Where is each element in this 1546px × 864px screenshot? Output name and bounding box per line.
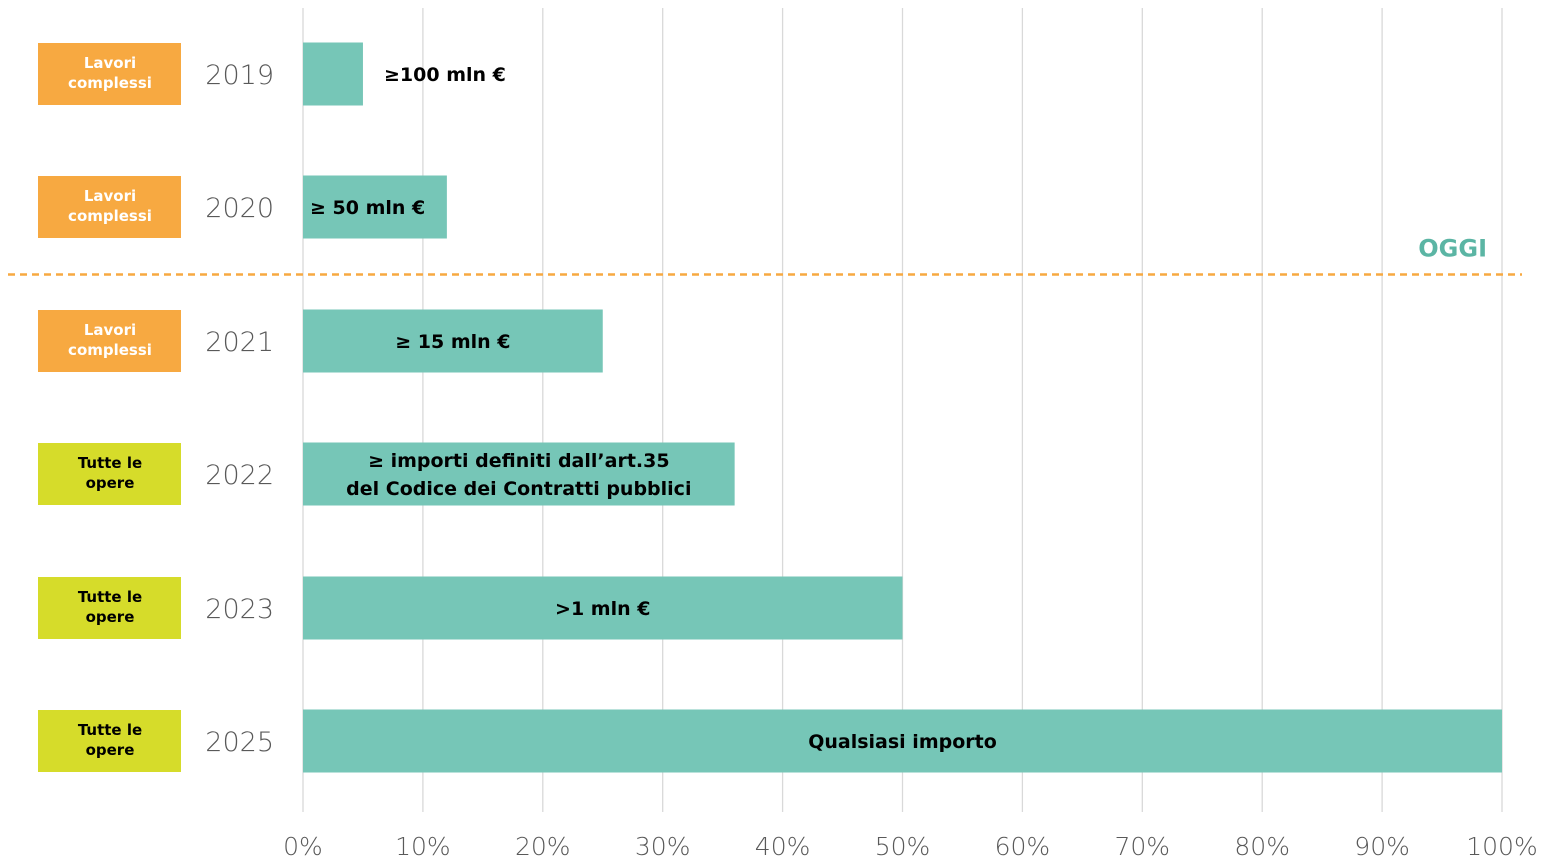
x-tick-label: 20% [515, 832, 571, 861]
category-badge [38, 310, 181, 372]
badge-text: opere [86, 608, 135, 626]
x-tick-label: 90% [1354, 832, 1410, 861]
x-tick-label: 0% [283, 832, 323, 861]
bar-value-label: Qualsiasi importo [808, 731, 997, 753]
badge-text: complessi [68, 74, 152, 92]
badge-text: Lavori [84, 321, 136, 339]
badge-text: complessi [68, 207, 152, 225]
x-tick-label: 40% [755, 832, 811, 861]
bar-value-label: ≥ importi definiti dall’art.35 [368, 450, 670, 472]
badge-text: Lavori [84, 187, 136, 205]
bar-value-label: del Codice dei Contratti pubblici [346, 478, 691, 500]
bar-value-label: ≥100 mln € [384, 64, 506, 86]
x-tick-label: 50% [875, 832, 931, 861]
bar-value-label: ≥ 15 mln € [395, 331, 510, 353]
category-badge [38, 577, 181, 639]
bar [303, 42, 363, 106]
category-label: 2025 [205, 727, 274, 758]
category-label: 2020 [205, 193, 274, 224]
category-badge [38, 443, 181, 505]
category-badge [38, 43, 181, 105]
badge-text: Tutte le [78, 588, 142, 606]
badge-text: opere [86, 741, 135, 759]
bar [303, 442, 735, 506]
category-badge [38, 710, 181, 772]
badge-text: Tutte le [78, 721, 142, 739]
category-badge [38, 176, 181, 238]
bar [303, 576, 903, 640]
badge-text: complessi [68, 341, 152, 359]
x-tick-label: 30% [635, 832, 691, 861]
x-tick-label: 100% [1466, 832, 1537, 861]
bar [303, 709, 1502, 773]
bar-value-label: >1 mln € [555, 598, 650, 620]
x-tick-label: 80% [1234, 832, 1290, 861]
category-label: 2019 [205, 60, 274, 91]
x-tick-label: 70% [1115, 832, 1171, 861]
x-tick-label: 10% [395, 832, 451, 861]
category-label: 2021 [205, 327, 274, 358]
bar [303, 175, 447, 239]
today-marker-label: OGGI [1418, 235, 1487, 263]
badge-text: opere [86, 474, 135, 492]
category-label: 2022 [205, 460, 274, 491]
x-tick-label: 60% [995, 832, 1051, 861]
bar [303, 309, 603, 373]
badge-text: Tutte le [78, 454, 142, 472]
badge-text: Lavori [84, 54, 136, 72]
bar-value-label: ≥ 50 mln € [310, 197, 425, 219]
category-label: 2023 [205, 594, 274, 625]
